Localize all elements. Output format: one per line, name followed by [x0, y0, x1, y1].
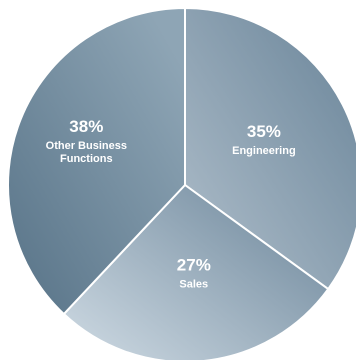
slice-percent-label: 38% — [69, 117, 103, 136]
pie-slice-other-business-functions — [7, 7, 186, 316]
slice-category-label: Engineering — [232, 145, 296, 157]
slice-category-label: Functions — [60, 153, 113, 165]
slice-percent-label: 35% — [247, 122, 281, 141]
pie-slice-engineering — [184, 7, 356, 291]
pie-slice-sales — [62, 184, 330, 360]
slice-category-label: Other Business — [46, 140, 127, 152]
slice-category-label: Sales — [179, 278, 208, 290]
slice-percent-label: 27% — [177, 255, 211, 274]
